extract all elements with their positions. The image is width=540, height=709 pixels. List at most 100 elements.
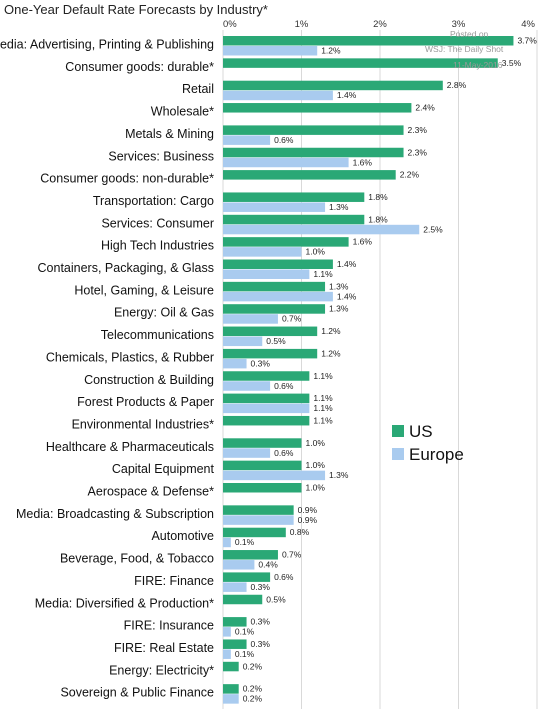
bar-us [223, 326, 318, 337]
bar-us [223, 572, 271, 582]
value-label-us: 0.3% [251, 617, 271, 627]
value-labels: 3.7% 1.2% 3.5% 2.8% 1.4% 2.4% 2.3% 0.6% 2.3% 1.6%… [235, 36, 537, 704]
category-labels: Media: Advertising, Printing & Publishin… [0, 38, 215, 700]
category-label: Services: Business [108, 149, 214, 163]
bar-europe [223, 403, 310, 414]
bar-us [223, 259, 333, 269]
value-label-us: 1.0% [306, 483, 326, 493]
bar-us [223, 214, 365, 225]
value-label-europe: 0.1% [235, 537, 255, 547]
x-axis-ticks: 0% 1% 2% 3% 4% [223, 19, 536, 30]
category-label: Beverage, Food, & Tobacco [60, 552, 214, 566]
value-label-us: 1.3% [329, 304, 349, 314]
value-label-europe: 0.3% [251, 582, 271, 592]
bar-us [223, 527, 286, 538]
bar-us [223, 371, 310, 381]
bar-europe [223, 157, 349, 168]
bar-europe [223, 336, 263, 347]
value-label-us: 0.3% [251, 639, 271, 649]
value-label-europe: 0.6% [274, 135, 294, 145]
bar-us [223, 483, 302, 493]
bar-europe [223, 314, 278, 324]
value-label-us: 0.5% [266, 594, 286, 604]
value-label-us: 0.2% [243, 684, 263, 694]
value-label-europe: 1.1% [313, 403, 333, 413]
chart-title: One-Year Default Rate Forecasts by Indus… [4, 2, 268, 17]
category-label: Aerospace & Defense* [88, 485, 215, 499]
value-label-us: 2.8% [447, 80, 467, 90]
bar-us [223, 125, 404, 135]
value-label-europe: 1.3% [329, 202, 349, 212]
category-label: Transportation: Cargo [93, 194, 214, 208]
category-label: Energy: Electricity* [109, 663, 214, 677]
value-label-us: 0.8% [290, 527, 310, 537]
value-label-us: 1.1% [313, 415, 333, 425]
bar-europe [223, 537, 231, 548]
value-label-us: 1.8% [368, 192, 388, 202]
category-label: Sovereign & Public Finance [60, 686, 214, 700]
bar-us [223, 348, 318, 359]
value-label-us: 1.0% [306, 460, 326, 470]
bar-europe [223, 202, 326, 212]
bar-us [223, 36, 514, 46]
value-label-us: 1.8% [368, 214, 388, 224]
category-label: FIRE: Insurance [124, 619, 214, 633]
bar-europe [223, 358, 247, 369]
bar-us [223, 170, 396, 180]
x-tick-label: 3% [452, 19, 466, 30]
bar-us [223, 639, 247, 649]
value-label-europe: 1.3% [329, 470, 349, 480]
bar-europe [223, 247, 302, 257]
category-label: Forest Products & Paper [77, 395, 214, 409]
value-label-us: 0.6% [274, 572, 294, 582]
bar-europe [223, 135, 271, 145]
value-label-us: 0.9% [298, 505, 318, 515]
bar-europe [223, 649, 231, 659]
value-label-europe: 0.9% [298, 515, 318, 525]
value-label-us: 1.6% [353, 237, 373, 247]
category-label: FIRE: Real Estate [114, 641, 214, 655]
value-label-europe: 0.5% [266, 336, 286, 346]
bar-us [223, 661, 239, 672]
category-label: Media: Broadcasting & Subscription [16, 507, 214, 521]
value-label-europe: 2.5% [423, 224, 443, 234]
category-label: Media: Advertising, Printing & Publishin… [0, 38, 214, 52]
bar-europe [223, 269, 310, 279]
value-label-europe: 0.1% [235, 627, 255, 637]
value-label-us: 1.4% [337, 259, 357, 269]
legend: US Europe [392, 422, 464, 464]
category-label: High Tech Industries [101, 239, 214, 253]
category-label: Consumer goods: non-durable* [40, 172, 214, 186]
bar-us [223, 103, 412, 113]
category-label: Capital Equipment [112, 462, 215, 476]
value-label-us: 1.2% [321, 348, 341, 358]
value-label-us: 2.3% [408, 125, 428, 135]
bar-us [223, 438, 302, 448]
category-label: Media: Diversified & Production* [35, 596, 214, 610]
value-label-europe: 1.4% [337, 90, 357, 100]
legend-swatch-us [392, 425, 404, 437]
value-label-europe: 1.2% [321, 46, 341, 56]
value-label-europe: 0.6% [274, 381, 294, 391]
category-label: Healthcare & Pharmaceuticals [46, 440, 214, 454]
category-label: Telecommunications [101, 328, 214, 342]
legend-swatch-europe [392, 448, 404, 460]
bar-us [223, 147, 404, 158]
value-label-us: 0.7% [282, 550, 302, 560]
bar-europe [223, 46, 318, 56]
category-label: Automotive [151, 529, 214, 543]
value-label-europe: 0.1% [235, 649, 255, 659]
bar-us [223, 80, 443, 91]
bar-us [223, 617, 247, 627]
value-label-europe: 1.6% [353, 157, 373, 167]
bar-us [223, 237, 349, 247]
bar-europe [223, 515, 294, 525]
bar-europe [223, 291, 333, 302]
category-label: Consumer goods: durable* [65, 60, 214, 74]
x-tick-label: 4% [521, 19, 535, 30]
bar-europe [223, 470, 326, 481]
value-label-us: 1.2% [321, 326, 341, 336]
bar-us [223, 550, 278, 560]
bar-us [223, 684, 239, 694]
